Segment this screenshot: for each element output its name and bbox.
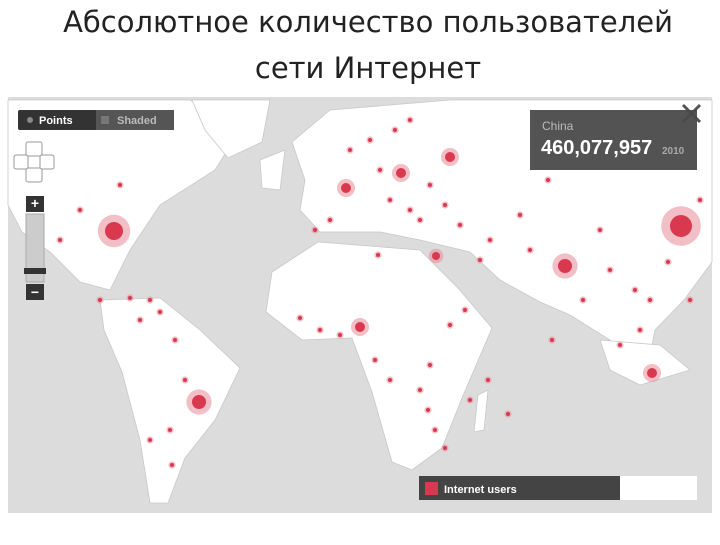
country-dot[interactable] — [618, 343, 622, 347]
country-dot[interactable] — [432, 252, 440, 260]
country-dot[interactable] — [355, 322, 365, 332]
country-dot[interactable] — [558, 259, 572, 273]
country-dot[interactable] — [78, 208, 82, 212]
country-dot[interactable] — [445, 152, 455, 162]
country-dot[interactable] — [388, 378, 392, 382]
title-line: сети Интернет — [255, 51, 481, 85]
tooltip: China 460,077,957 2010 — [530, 110, 697, 170]
country-dot[interactable] — [348, 148, 352, 152]
country-dot[interactable] — [433, 428, 437, 432]
dots — [56, 116, 704, 469]
country-dot[interactable] — [396, 168, 406, 178]
country-dot[interactable] — [488, 238, 492, 242]
country-dot[interactable] — [313, 228, 317, 232]
country-dot[interactable] — [393, 128, 397, 132]
country-dot[interactable] — [341, 183, 351, 193]
country-dot[interactable] — [148, 438, 152, 442]
country-dot[interactable] — [528, 248, 532, 252]
country-dot[interactable] — [328, 218, 332, 222]
zoom-in[interactable]: + — [31, 195, 39, 211]
country-dot[interactable] — [518, 213, 522, 217]
country-dot[interactable] — [168, 428, 172, 432]
country-dot[interactable] — [408, 208, 412, 212]
country-dot[interactable] — [608, 268, 612, 272]
madagascar — [473, 389, 489, 433]
country-dot[interactable] — [581, 298, 585, 302]
country-dot[interactable] — [546, 178, 550, 182]
country-dot[interactable] — [638, 328, 642, 332]
country-dot[interactable] — [376, 253, 380, 257]
country-dot[interactable] — [428, 183, 432, 187]
south-america — [99, 297, 241, 504]
country-dot[interactable] — [118, 183, 122, 187]
country-dot[interactable] — [486, 378, 490, 382]
country-dot[interactable] — [418, 218, 422, 222]
pan-control[interactable] — [13, 141, 55, 183]
country-dot[interactable] — [443, 203, 447, 207]
zoom-out[interactable]: − — [31, 284, 39, 300]
legend: Internet users — [419, 476, 697, 500]
country-dot[interactable] — [318, 328, 322, 332]
country-dot[interactable] — [373, 358, 377, 362]
country-dot[interactable] — [148, 298, 152, 302]
country-dot[interactable] — [698, 198, 702, 202]
legend-label: Internet users — [444, 484, 517, 496]
country-dot[interactable] — [463, 308, 467, 312]
country-dot[interactable] — [338, 333, 342, 337]
tooltip-country: China — [542, 119, 574, 133]
country-dot[interactable] — [598, 228, 602, 232]
country-dot[interactable] — [298, 316, 302, 320]
country-dot[interactable] — [368, 138, 372, 142]
country-dot[interactable] — [105, 222, 123, 240]
country-dot[interactable] — [98, 298, 102, 302]
country-dot[interactable] — [158, 310, 162, 314]
africa — [265, 241, 493, 471]
country-dot[interactable] — [633, 288, 637, 292]
country-dot[interactable] — [388, 198, 392, 202]
country-dot[interactable] — [173, 338, 177, 342]
country-dot[interactable] — [58, 238, 62, 242]
country-dot[interactable] — [183, 378, 187, 382]
title-line: Абсолютное количество пользователей — [63, 5, 673, 39]
tooltip-year: 2010 — [662, 146, 685, 157]
country-dot[interactable] — [408, 118, 412, 122]
country-dot[interactable] — [378, 168, 382, 172]
country-dot[interactable] — [468, 398, 472, 402]
tooltip-value: 460,077,957 — [541, 137, 652, 159]
country-dot[interactable] — [458, 223, 462, 227]
country-dot[interactable] — [443, 446, 447, 450]
country-dot[interactable] — [550, 338, 554, 342]
country-dot[interactable] — [418, 388, 422, 392]
uk — [259, 149, 286, 191]
country-dot[interactable] — [648, 298, 652, 302]
country-dot[interactable] — [647, 368, 657, 378]
country-dot[interactable] — [428, 363, 432, 367]
country-dot[interactable] — [426, 408, 430, 412]
zoom-control[interactable]: + − — [24, 195, 46, 300]
country-dot[interactable] — [666, 260, 670, 264]
view-toggle[interactable]: Points Shaded — [18, 110, 174, 130]
country-dot[interactable] — [478, 258, 482, 262]
toggle-label[interactable]: Points — [39, 115, 73, 127]
islands — [599, 339, 691, 386]
country-dot[interactable] — [506, 412, 510, 416]
country-dot[interactable] — [688, 298, 692, 302]
country-dot[interactable] — [128, 296, 132, 300]
greenland — [191, 99, 271, 159]
toggle-label[interactable]: Shaded — [117, 115, 157, 127]
country-dot[interactable] — [448, 323, 452, 327]
country-dot[interactable] — [670, 215, 692, 237]
country-dot[interactable] — [170, 463, 174, 467]
country-dot[interactable] — [138, 318, 142, 322]
country-dot[interactable] — [192, 395, 206, 409]
